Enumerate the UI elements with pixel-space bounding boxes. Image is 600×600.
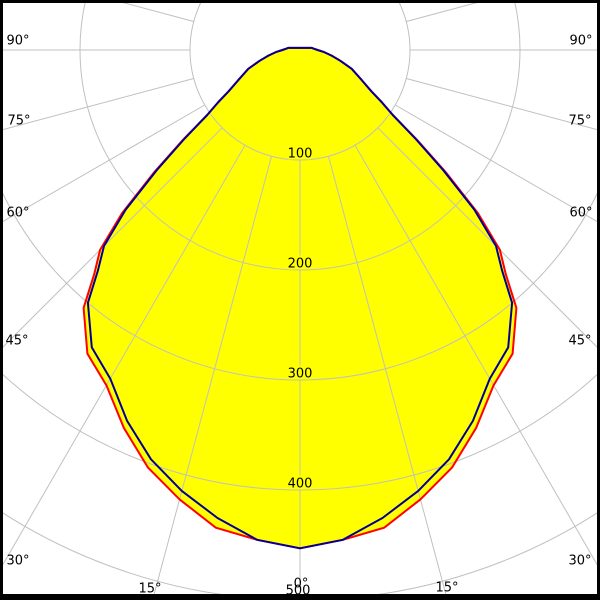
angle-tick-label: 60°: [569, 206, 592, 221]
grid-radial-45deg: [377, 127, 600, 351]
c0-curve: [86, 46, 514, 550]
angle-tick-label: 30°: [568, 554, 591, 569]
ring-tick-label: 300: [288, 367, 313, 382]
grid-radial--60deg: [0, 104, 205, 224]
grid-radial--15deg: [152, 156, 272, 600]
frame-border-top: [0, 0, 600, 3]
angle-tick-label: 75°: [7, 114, 30, 129]
angle-tick-label: 30°: [6, 554, 29, 569]
grid-radial--30deg: [0, 145, 246, 571]
angle-tick-label: 45°: [568, 334, 591, 349]
frame-border-bottom: [0, 594, 600, 600]
angle-tick-label: 0°: [294, 577, 309, 592]
frame-border-left: [0, 0, 3, 600]
angle-tick-label: 15°: [435, 581, 458, 596]
grid-radial-75deg: [406, 78, 600, 131]
ring-tick-label: 200: [288, 257, 313, 272]
angle-tick-label: 90°: [6, 34, 29, 49]
grid-radial-30deg: [354, 145, 600, 571]
grid-radial-60deg: [395, 104, 600, 224]
frame-border-right: [597, 0, 600, 600]
angle-tick-label: 45°: [5, 334, 28, 349]
angle-tick-label: 75°: [568, 114, 591, 129]
grid-radial-15deg: [328, 156, 448, 600]
grid-radial--45deg: [0, 127, 223, 351]
angle-tick-label: 60°: [6, 206, 29, 221]
ring-tick-label: 100: [288, 147, 313, 162]
angle-tick-label: 15°: [138, 582, 161, 597]
angle-tick-label: 90°: [569, 34, 592, 49]
ring-tick-label: 400: [288, 477, 313, 492]
grid-radial--75deg: [0, 78, 194, 131]
